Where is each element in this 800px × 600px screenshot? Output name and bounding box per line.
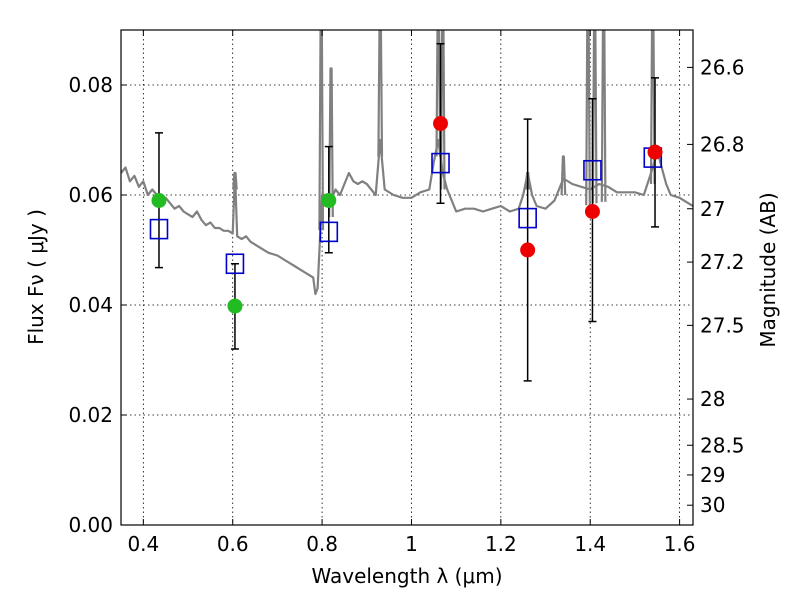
- model-photometry-square: [319, 221, 339, 243]
- emission-line-spike: [232, 171, 238, 190]
- emission-line-spike: [560, 155, 567, 196]
- emission-line-spike: [649, 30, 656, 185]
- model-photometry-layer: [149, 147, 663, 275]
- emission-line-spike: [585, 30, 591, 206]
- plot-background: [121, 30, 693, 525]
- y2-tick-label: 26.8: [700, 132, 745, 156]
- model-photometry-square: [225, 253, 245, 275]
- y-tick-label: 0.00: [68, 513, 113, 537]
- y2-tick-label: 27: [700, 197, 725, 221]
- y2-tick-label: 28: [700, 387, 725, 411]
- x-axis-label: Wavelength λ (μm): [311, 564, 502, 588]
- y2-tick-label: 26.6: [700, 55, 745, 79]
- observed-point-detection: [227, 298, 243, 314]
- plot-frame: [120, 29, 694, 526]
- y2-tick-label: 30: [700, 493, 725, 517]
- model-spectrum-layer: [121, 30, 693, 296]
- observed-points-layer: [151, 116, 663, 314]
- grid: [121, 30, 693, 525]
- observed-point-upper: [433, 116, 449, 131]
- model-photometry-square: [583, 159, 602, 181]
- x-tick-label: 0.8: [306, 532, 338, 556]
- y2-axis: 26.6 26.8 27 27.2 27.5 28 28.5 29 30: [687, 55, 745, 517]
- emission-line-spike: [435, 30, 442, 157]
- y-tick-label: 0.06: [68, 183, 113, 207]
- model-photometry-square: [518, 207, 537, 229]
- y-tick-label: 0.08: [68, 73, 113, 97]
- x-tick-label: 0.4: [127, 532, 159, 556]
- x-tick-label: 1.6: [664, 532, 696, 556]
- emission-line-spike: [600, 30, 607, 202]
- model-photometry-square: [149, 218, 169, 240]
- y-axis: 0.00 0.02 0.04 0.06 0.08: [68, 73, 127, 537]
- emission-line-spike: [439, 30, 446, 190]
- model-photometry-square: [431, 152, 450, 174]
- y-axis-label: Flux Fν ( μJy ): [24, 209, 48, 345]
- x-tick-label: 0.6: [217, 532, 249, 556]
- y-tick-label: 0.04: [68, 293, 113, 317]
- emission-line-spike: [328, 67, 334, 218]
- observed-point-upper: [647, 144, 663, 160]
- x-tick-label: 1: [405, 532, 418, 556]
- x-axis: 0.4 0.6 0.8 1 1.2 1.4 1.6: [127, 30, 696, 556]
- model-spectrum-line: [121, 138, 693, 296]
- emission-line-spike: [318, 30, 325, 231]
- x-tick-label: 1.2: [485, 532, 517, 556]
- observed-point-detection: [321, 193, 337, 208]
- observed-point-upper: [584, 204, 600, 219]
- observed-point-upper: [520, 242, 536, 258]
- y2-tick-label: 27.2: [700, 250, 745, 274]
- y2-tick-label: 28.5: [700, 433, 745, 457]
- x-tick-label: 1.4: [574, 532, 606, 556]
- y2-axis-label: Magnitude (AB): [756, 192, 780, 347]
- y-tick-label: 0.02: [68, 403, 113, 427]
- y2-tick-label: 27.5: [700, 313, 745, 337]
- y2-tick-label: 29: [700, 463, 725, 487]
- emission-line-spike: [591, 30, 598, 204]
- emission-line-spike: [377, 30, 384, 157]
- observed-point-detection: [151, 193, 167, 208]
